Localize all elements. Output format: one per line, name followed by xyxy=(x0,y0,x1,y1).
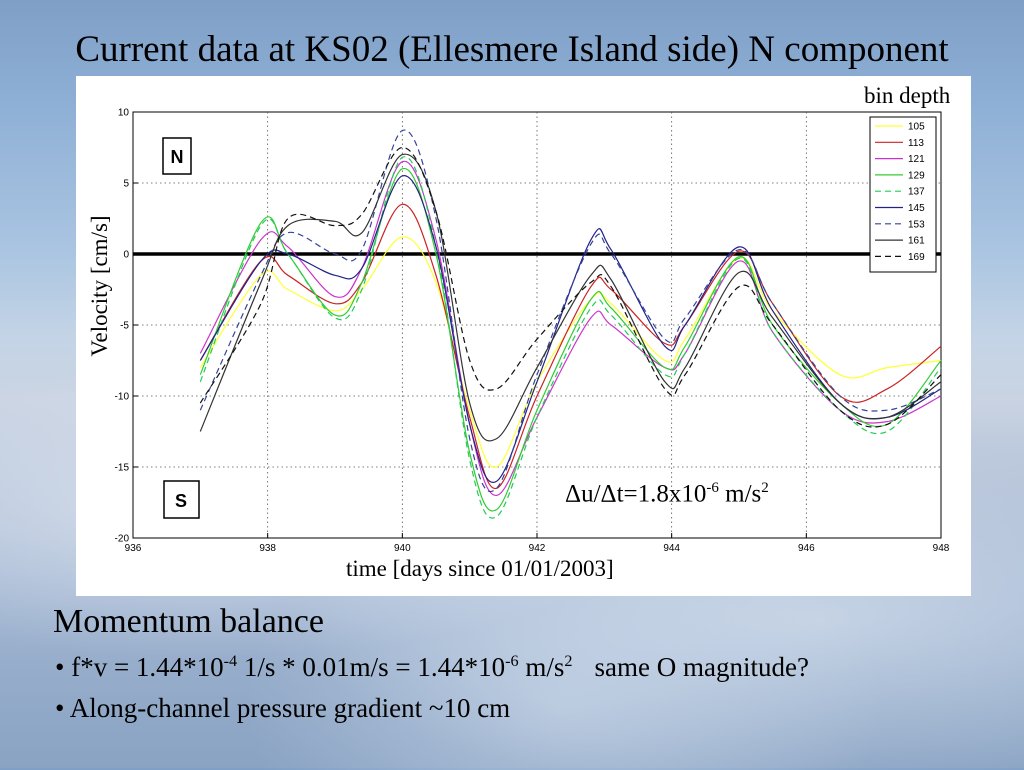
derivative-annotation: Δu/Δt=1.8x10-6 m/s2 xyxy=(565,480,769,508)
x-tick-label: 946 xyxy=(798,543,815,554)
y-tick-label: 0 xyxy=(123,250,129,261)
legend-label-153: 153 xyxy=(908,219,925,230)
x-axis-label: time [days since 01/01/2003] xyxy=(346,556,614,581)
y-axis-label: Velocity [cm/s] xyxy=(87,215,112,357)
south-box: S xyxy=(163,480,200,519)
bullet-question: same O magnitude? xyxy=(594,652,809,682)
x-tick-label: 940 xyxy=(394,543,411,554)
bullet-marker: • xyxy=(55,693,65,723)
legend-label-169: 169 xyxy=(908,252,925,263)
y-tick-label: -5 xyxy=(120,321,129,332)
legend-label-137: 137 xyxy=(908,187,925,198)
x-tick-label: 948 xyxy=(933,543,950,554)
bullet-exponent: 2 xyxy=(564,652,573,670)
legend-label-161: 161 xyxy=(908,236,925,247)
y-tick-label: 10 xyxy=(118,108,130,119)
slide-title: Current data at KS02 (Ellesmere Island s… xyxy=(75,29,949,70)
legend-label-105: 105 xyxy=(908,122,925,133)
x-tick-label: 936 xyxy=(125,543,142,554)
x-tick-label: 942 xyxy=(529,543,546,554)
north-label: N xyxy=(171,147,184,167)
north-box: N xyxy=(162,137,192,175)
series-line-153 xyxy=(199,129,942,493)
legend-title: bin depth xyxy=(864,83,951,108)
section-title: Momentum balance xyxy=(53,603,324,640)
y-tick-label: 5 xyxy=(123,179,129,190)
series-line-145 xyxy=(199,175,942,483)
series-line-169 xyxy=(199,146,942,428)
annotation-unit-exponent: 2 xyxy=(761,480,769,496)
bullet-text-part: 1/s * 0.01m/s = 1.44*10 xyxy=(237,652,506,682)
annotation-exponent: -6 xyxy=(706,480,719,496)
bullet-exponent: -6 xyxy=(505,652,519,670)
y-tick-label: -10 xyxy=(115,392,130,403)
bullet-text-part: f*v = 1.44*10 xyxy=(64,652,224,682)
series-lines xyxy=(199,129,942,519)
bullet-text: Along-channel pressure gradient ~10 cm xyxy=(64,693,511,723)
legend-label-145: 145 xyxy=(908,203,925,214)
series-line-113 xyxy=(199,203,942,489)
bullet-exponent: -4 xyxy=(223,652,238,670)
legend: 105 113 121 129 137 145 153 161 169 xyxy=(869,116,937,273)
bullet-coriolis: • f*v = 1.44*10-4 1/s * 0.01m/s = 1.44*1… xyxy=(55,652,809,683)
y-tick-label: -15 xyxy=(115,463,130,474)
legend-box xyxy=(869,116,937,273)
grid xyxy=(133,112,941,538)
series-line-129 xyxy=(199,168,942,512)
bullet-marker: • xyxy=(55,652,65,682)
annotation-unit: m/s xyxy=(718,480,762,508)
legend-label-121: 121 xyxy=(908,154,925,165)
legend-label-129: 129 xyxy=(908,170,925,181)
bullet-pressure-gradient: • Along-channel pressure gradient ~10 cm xyxy=(55,693,510,724)
legend-label-113: 113 xyxy=(908,138,924,149)
y-tick-label: -20 xyxy=(115,534,130,545)
annotation-prefix: Δu/Δt=1.8x10 xyxy=(565,480,707,508)
x-tick-label: 944 xyxy=(663,543,680,554)
south-label: S xyxy=(175,491,187,511)
series-line-161 xyxy=(199,153,942,442)
x-tick-label: 938 xyxy=(259,543,276,554)
plot-panel: 936 938 940 942 944 946 948 10 5 0 -5 -10 -15 -20 N S… xyxy=(76,76,971,596)
bullet-text-part: m/s xyxy=(518,652,565,682)
